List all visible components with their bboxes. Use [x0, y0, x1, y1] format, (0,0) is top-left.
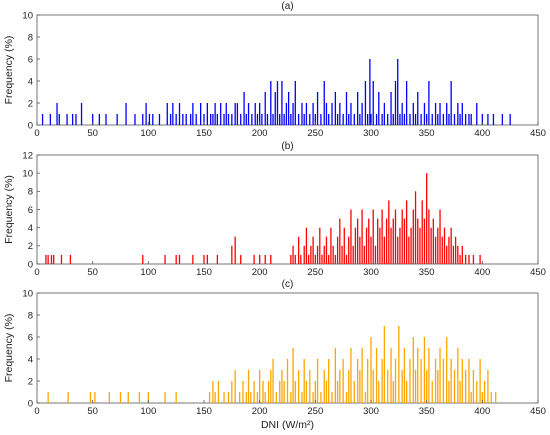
x-tick-label: 300: [363, 406, 379, 417]
panel-title: (c): [282, 279, 294, 290]
y-tick-label: 0: [28, 259, 33, 270]
x-tick-label: 0: [34, 267, 39, 278]
y-tick-label: 2: [28, 241, 33, 252]
chart-panel-2: 0 50 100 150 200 250 300 350 400 450 0 2 4 6 8 10 (c) Fre…: [3, 279, 546, 431]
y-tick-label: 12: [22, 150, 33, 161]
y-tick-label: 0: [28, 398, 33, 409]
x-tick-label: 300: [363, 267, 379, 278]
y-tick-label: 10: [22, 288, 33, 299]
x-tick-label: 200: [252, 128, 268, 139]
y-tick-label: 8: [28, 32, 33, 43]
x-tick-label: 400: [474, 128, 490, 139]
y-axis-label: Frequency (%): [3, 175, 15, 244]
plot-frame: [36, 14, 539, 126]
x-tick-label: 400: [474, 406, 490, 417]
x-tick-label: 450: [530, 128, 546, 139]
y-tick-label: 2: [28, 376, 33, 387]
y-tick-label: 10: [22, 10, 33, 21]
x-tick-label: 100: [140, 128, 156, 139]
x-tick-label: 300: [363, 128, 379, 139]
y-axis-label: Frequency (%): [3, 314, 15, 383]
y-tick-label: 6: [28, 54, 33, 65]
y-tick-label: 8: [28, 310, 33, 321]
y-axis-label: Frequency (%): [3, 36, 15, 105]
y-tick-label: 4: [28, 354, 33, 365]
x-tick-label: 150: [196, 267, 212, 278]
y-tick-label: 2: [28, 98, 33, 109]
x-tick-label: 400: [474, 267, 490, 278]
x-tick-label: 200: [252, 267, 268, 278]
x-tick-label: 250: [307, 406, 323, 417]
x-axis-label: DNI (W/m²): [261, 419, 314, 431]
x-tick-label: 450: [530, 406, 546, 417]
y-tick-label: 0: [28, 120, 33, 131]
y-tick-label: 8: [28, 187, 33, 198]
y-tick-label: 10: [22, 168, 33, 179]
x-tick-label: 0: [34, 128, 39, 139]
x-tick-label: 50: [87, 406, 98, 417]
panel-title: (a): [281, 1, 293, 12]
y-tick-label: 4: [28, 223, 33, 234]
x-tick-label: 350: [419, 406, 435, 417]
x-tick-label: 150: [196, 406, 212, 417]
x-tick-label: 0: [34, 406, 39, 417]
x-tick-label: 350: [419, 128, 435, 139]
chart-panel-1: 0 50 100 150 200 250 300 350 400 450 0 2 4 6 8 10 12 (b) F…: [3, 141, 546, 278]
x-tick-label: 100: [140, 406, 156, 417]
x-tick-label: 150: [196, 128, 212, 139]
panel-title: (b): [281, 141, 293, 152]
x-tick-label: 50: [87, 267, 98, 278]
chart-panel-0: 0 50 100 150 200 250 300 350 400 450 0 2 4 6 8 10 (a) Fre…: [3, 1, 546, 139]
y-tick-label: 4: [28, 76, 33, 87]
x-tick-label: 350: [419, 267, 435, 278]
y-tick-label: 6: [28, 332, 33, 343]
x-tick-label: 250: [307, 267, 323, 278]
x-tick-label: 100: [140, 267, 156, 278]
x-tick-label: 250: [307, 128, 323, 139]
y-tick-label: 6: [28, 205, 33, 216]
x-tick-label: 450: [530, 267, 546, 278]
x-tick-label: 50: [87, 128, 98, 139]
x-tick-label: 200: [252, 406, 268, 417]
